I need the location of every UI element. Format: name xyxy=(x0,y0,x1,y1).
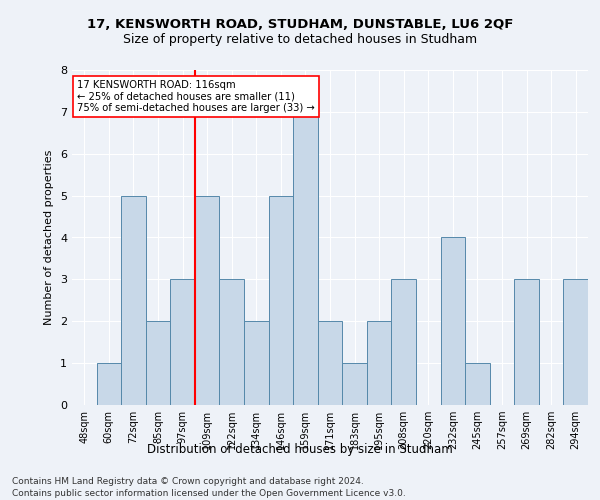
Bar xyxy=(170,280,195,405)
Bar xyxy=(244,322,269,405)
Bar xyxy=(293,112,318,405)
Bar xyxy=(440,238,465,405)
Text: Size of property relative to detached houses in Studham: Size of property relative to detached ho… xyxy=(123,32,477,46)
Text: Distribution of detached houses by size in Studham: Distribution of detached houses by size … xyxy=(147,442,453,456)
Bar xyxy=(391,280,416,405)
Bar xyxy=(342,363,367,405)
Bar xyxy=(195,196,220,405)
Bar xyxy=(146,322,170,405)
Bar xyxy=(269,196,293,405)
Bar xyxy=(465,363,490,405)
Text: Contains public sector information licensed under the Open Government Licence v3: Contains public sector information licen… xyxy=(12,489,406,498)
Bar xyxy=(121,196,146,405)
Text: 17, KENSWORTH ROAD, STUDHAM, DUNSTABLE, LU6 2QF: 17, KENSWORTH ROAD, STUDHAM, DUNSTABLE, … xyxy=(87,18,513,30)
Bar xyxy=(563,280,588,405)
Text: Contains HM Land Registry data © Crown copyright and database right 2024.: Contains HM Land Registry data © Crown c… xyxy=(12,478,364,486)
Y-axis label: Number of detached properties: Number of detached properties xyxy=(44,150,55,325)
Bar xyxy=(220,280,244,405)
Bar xyxy=(318,322,342,405)
Bar xyxy=(97,363,121,405)
Text: 17 KENSWORTH ROAD: 116sqm
← 25% of detached houses are smaller (11)
75% of semi-: 17 KENSWORTH ROAD: 116sqm ← 25% of detac… xyxy=(77,80,315,113)
Bar xyxy=(514,280,539,405)
Bar xyxy=(367,322,391,405)
